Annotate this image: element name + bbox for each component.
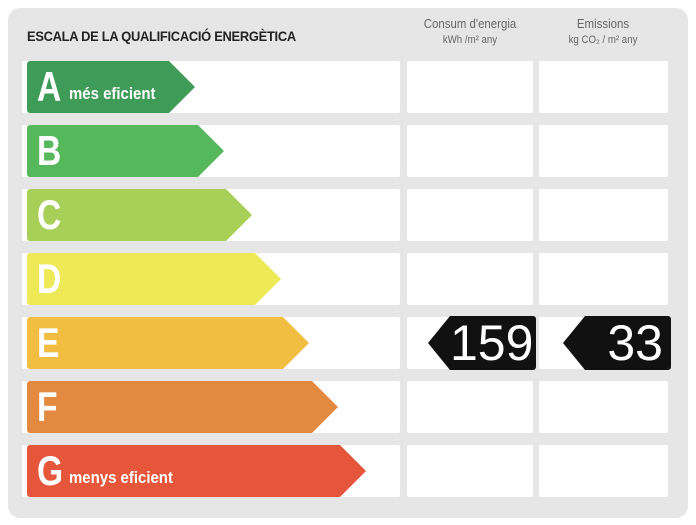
rating-row-e: E 159 33	[0, 316, 696, 370]
emissions-cell	[539, 189, 668, 241]
rating-bar-d: D	[27, 253, 280, 305]
rating-bar-g: G menys eficient	[27, 445, 366, 497]
consum-header: Consum d'energia kWh /m² any	[413, 15, 527, 49]
rating-desc: menys eficient	[69, 468, 173, 487]
rating-letter: F	[37, 383, 58, 430]
rating-row-g: G menys eficient	[0, 445, 696, 497]
rating-desc: més eficient	[69, 84, 156, 103]
rating-bar-a: A més eficient	[27, 61, 195, 113]
emissions-label: Emissions	[576, 16, 630, 31]
consum-cell	[407, 381, 533, 433]
rating-row-c: C	[0, 189, 696, 241]
emissions-cell	[539, 445, 668, 497]
rating-bar-b: B	[27, 125, 223, 177]
consum-cell	[407, 445, 533, 497]
label-title: ESCALA DE LA QUALIFICACIÓ ENERGÈTICA	[27, 28, 296, 44]
consum-unit: kWh /m² any	[442, 34, 498, 46]
rating-letter: A	[37, 63, 62, 110]
rating-row-b: B	[0, 125, 696, 177]
consum-cell	[407, 253, 533, 305]
consum-cell	[407, 125, 533, 177]
rating-row-a: A més eficient	[0, 61, 696, 113]
emissions-cell	[539, 61, 668, 113]
rating-row-d: D	[0, 253, 696, 305]
rating-bar-e: E	[27, 317, 309, 369]
rating-letter: D	[37, 255, 62, 302]
emissions-cell	[539, 125, 668, 177]
consum-cell	[407, 189, 533, 241]
rating-row-f: F	[0, 381, 696, 433]
emissions-cell	[539, 253, 668, 305]
consum-label: Consum d'energia	[423, 16, 517, 31]
rating-letter: E	[37, 319, 60, 366]
rating-bar-f: F	[27, 381, 337, 433]
emissions-value-badge: 33	[563, 316, 671, 370]
rating-letter: B	[37, 127, 62, 174]
rating-bar-c: C	[27, 189, 252, 241]
consum-cell	[407, 61, 533, 113]
rating-letter: G	[37, 447, 64, 494]
emissions-cell	[539, 381, 668, 433]
emissions-header: Emissions kg CO₂ / m² any	[546, 15, 660, 49]
consum-value-badge: 159	[428, 316, 536, 370]
emissions-unit: kg CO₂ / m² any	[568, 34, 638, 46]
rating-letter: C	[37, 191, 62, 238]
